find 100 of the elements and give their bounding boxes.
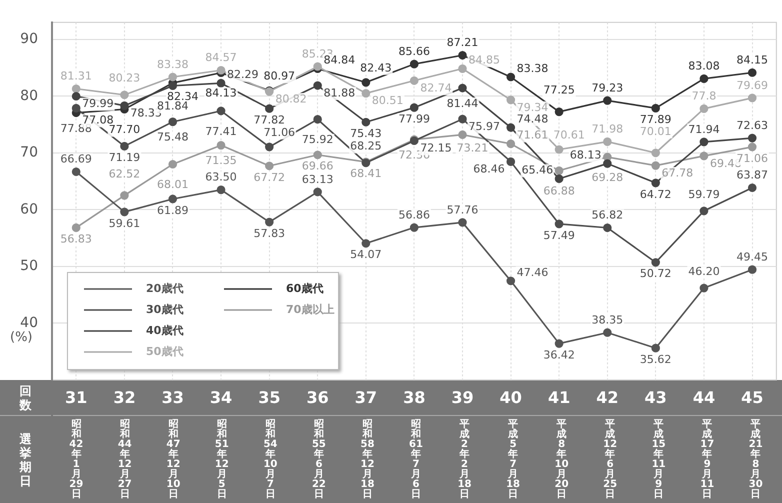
y-tick-label: 60 xyxy=(20,201,38,218)
legend-label: 50歳代 xyxy=(146,344,184,359)
data-label: 54.07 xyxy=(350,248,382,262)
data-label: 35.62 xyxy=(640,352,672,366)
y-axis-title: (%) xyxy=(10,330,32,345)
y-tick-label: 80 xyxy=(20,88,38,104)
x-tick-label: 36 xyxy=(306,388,329,407)
data-label: 71.35 xyxy=(205,154,237,168)
data-label: 71.06 xyxy=(264,126,296,139)
data-label: 68.46 xyxy=(473,162,505,176)
text: 平成8年10月20日 xyxy=(554,419,569,500)
data-label: 77.99 xyxy=(398,112,430,126)
data-label: 66.88 xyxy=(543,184,575,198)
data-label: 72.63 xyxy=(736,118,768,132)
data-label: 56.83 xyxy=(60,232,92,246)
data-label: 80.97 xyxy=(264,70,296,83)
data-label: 82.29 xyxy=(227,68,259,82)
y-tick-label: 50 xyxy=(20,258,38,274)
data-label: 77.89 xyxy=(640,113,672,126)
data-label: 77.88 xyxy=(60,122,92,136)
text: 平成15年11月9日 xyxy=(652,419,666,500)
data-label: 68.41 xyxy=(350,166,382,180)
data-label: 70.61 xyxy=(553,128,585,142)
legend-label: 70歳以上 xyxy=(286,302,334,317)
text: 平成5年7月18日 xyxy=(506,419,520,500)
x-tick-label: 35 xyxy=(258,388,280,407)
data-label: 70.01 xyxy=(640,124,672,138)
data-label: 87.21 xyxy=(446,36,478,50)
data-label: 84.13 xyxy=(205,86,237,100)
data-label: 83.38 xyxy=(516,62,548,75)
data-label: 67.78 xyxy=(662,166,694,180)
y-tick-label: 40 xyxy=(20,314,38,331)
data-label: 75.43 xyxy=(350,126,382,140)
data-label: 79.23 xyxy=(592,81,624,94)
data-label: 75.48 xyxy=(156,130,188,144)
data-label: 67.72 xyxy=(254,170,286,184)
text: 昭和51年12月5日 xyxy=(214,419,229,500)
x-tick-label: 44 xyxy=(692,388,716,407)
data-label: 77.41 xyxy=(205,124,237,138)
data-label: 46.20 xyxy=(688,264,720,278)
text: 昭和44年12月27日 xyxy=(118,419,132,500)
y-tick-label: 90 xyxy=(20,31,38,48)
data-label: 38.35 xyxy=(592,313,624,326)
data-label: 49.45 xyxy=(736,250,768,264)
legend-label: 60歳代 xyxy=(286,281,324,296)
data-label: 75.92 xyxy=(302,133,334,146)
data-label: 65.46 xyxy=(522,164,554,177)
data-label: 47.46 xyxy=(516,266,548,279)
data-label: 77.70 xyxy=(108,123,140,136)
data-label: 77.8 xyxy=(692,90,716,103)
x-tick-label: 41 xyxy=(548,388,570,407)
x-tick-label: 33 xyxy=(162,388,184,407)
data-label: 81.44 xyxy=(446,96,478,110)
data-label: 79.99 xyxy=(82,97,114,110)
data-label: 84.85 xyxy=(468,54,500,67)
y-tick-label: 70 xyxy=(20,144,38,161)
data-label: 66.69 xyxy=(60,152,92,166)
data-label: 63.50 xyxy=(205,170,237,184)
data-label: 69.28 xyxy=(592,170,624,184)
data-label: 71.61 xyxy=(516,128,548,142)
data-label: 83.08 xyxy=(688,60,720,73)
data-label: 50.72 xyxy=(640,267,672,280)
data-label: 80.51 xyxy=(372,94,404,108)
data-label: 57.76 xyxy=(446,203,478,216)
data-label: 56.86 xyxy=(398,208,430,222)
data-label: 80.82 xyxy=(275,92,307,106)
x-tick-label: 43 xyxy=(644,388,667,407)
x-tick-label: 31 xyxy=(65,388,88,407)
data-label: 85.66 xyxy=(398,44,430,58)
text: 回数 xyxy=(20,384,32,412)
data-label: 36.42 xyxy=(543,348,575,362)
text: 昭和61年7月6日 xyxy=(409,419,423,500)
x-tick-label: 42 xyxy=(596,388,619,407)
x-tick-label: 45 xyxy=(741,388,764,407)
data-label: 77.82 xyxy=(254,113,286,126)
data-label: 81.84 xyxy=(156,100,188,113)
x-tick-label: 34 xyxy=(210,388,232,407)
x-tick-label: 37 xyxy=(354,388,378,407)
data-label: 71.19 xyxy=(108,151,140,164)
data-label: 79.69 xyxy=(736,78,768,92)
data-label: 68.25 xyxy=(350,140,382,153)
data-label: 56.82 xyxy=(592,208,624,222)
data-label: 84.57 xyxy=(205,51,237,64)
text: 昭和55年6月22日 xyxy=(312,419,326,500)
data-label: 81.31 xyxy=(60,70,92,83)
data-label: 63.87 xyxy=(736,168,768,182)
text: 選挙期日 xyxy=(20,432,32,488)
data-label: 63.13 xyxy=(302,172,334,186)
x-tick-label: 38 xyxy=(403,388,426,407)
text: 昭和54年10月7日 xyxy=(263,419,278,500)
text: 昭和42年1月29日 xyxy=(69,419,84,500)
data-label: 62.52 xyxy=(108,167,140,180)
data-label: 68.01 xyxy=(156,178,188,192)
data-label: 83.38 xyxy=(156,58,188,71)
x-tick-label: 32 xyxy=(113,388,136,407)
data-label: 82.34 xyxy=(166,90,198,103)
text: 平成21年8月30日 xyxy=(748,419,763,500)
data-label: 80.23 xyxy=(108,72,140,85)
legend-label: 30歳代 xyxy=(146,302,184,317)
data-label: 64.72 xyxy=(640,188,672,201)
